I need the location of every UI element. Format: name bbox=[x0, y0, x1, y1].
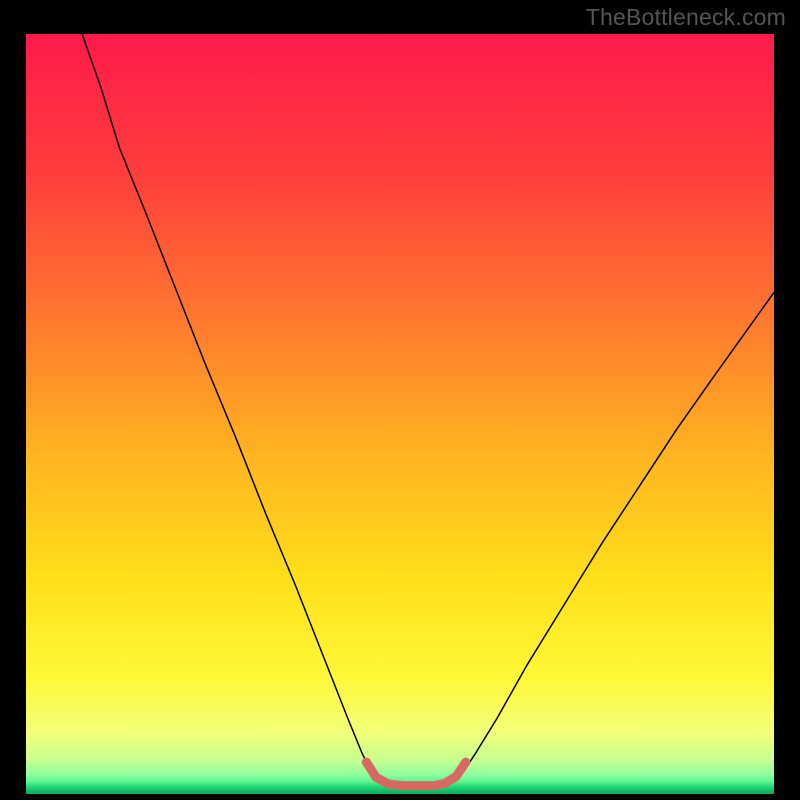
bottleneck-bottom-band bbox=[366, 762, 465, 786]
bottleneck-curve-left bbox=[82, 34, 371, 771]
curve-layer bbox=[26, 34, 774, 794]
plot-area bbox=[26, 34, 774, 794]
bottleneck-curve-right bbox=[464, 292, 774, 771]
watermark-text: TheBottleneck.com bbox=[586, 4, 786, 31]
chart-root: TheBottleneck.com bbox=[0, 0, 800, 800]
